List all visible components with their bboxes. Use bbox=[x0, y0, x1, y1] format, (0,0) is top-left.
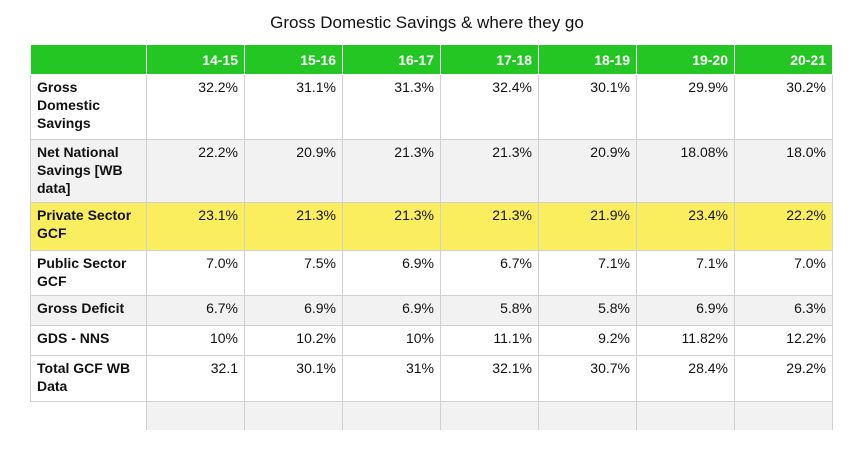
table-cell: 7.0% bbox=[734, 250, 833, 296]
table-cell: 5.8% bbox=[538, 295, 637, 326]
savings-table: 14-15 15-16 16-17 17-18 18-19 19-20 20-2… bbox=[30, 44, 833, 430]
table-row: Total GCF WB Data 32.1 30.1% 31% 32.1% 3… bbox=[30, 355, 833, 402]
table-cell: 21.3% bbox=[440, 202, 539, 251]
column-header: 16-17 bbox=[342, 44, 441, 75]
empty-cell bbox=[146, 401, 245, 430]
table-cell: 28.4% bbox=[636, 355, 735, 402]
row-label: Total GCF WB Data bbox=[30, 355, 147, 402]
table-cell: 31.1% bbox=[244, 74, 343, 140]
table-cell: 29.2% bbox=[734, 355, 833, 402]
table-cell: 29.9% bbox=[636, 74, 735, 140]
row-label: Gross Deficit bbox=[30, 295, 147, 326]
table-cell: 31.3% bbox=[342, 74, 441, 140]
table-cell: 6.9% bbox=[342, 250, 441, 296]
table-cell: 6.9% bbox=[342, 295, 441, 326]
column-header: 15-16 bbox=[244, 44, 343, 75]
table-cell: 30.7% bbox=[538, 355, 637, 402]
table-cell: 30.1% bbox=[244, 355, 343, 402]
empty-row bbox=[30, 401, 833, 430]
table-cell: 23.4% bbox=[636, 202, 735, 251]
row-label: GDS - NNS bbox=[30, 325, 147, 356]
table-cell: 30.2% bbox=[734, 74, 833, 140]
row-label: Net National Savings [WB data] bbox=[30, 139, 147, 203]
table-cell: 7.0% bbox=[146, 250, 245, 296]
header-row: 14-15 15-16 16-17 17-18 18-19 19-20 20-2… bbox=[30, 44, 833, 75]
table-row: Gross Deficit 6.7% 6.9% 6.9% 5.8% 5.8% 6… bbox=[30, 295, 833, 326]
column-header: 17-18 bbox=[440, 44, 539, 75]
chart-title: Gross Domestic Savings & where they go bbox=[270, 13, 584, 32]
table-cell: 11.1% bbox=[440, 325, 539, 356]
table-cell: 21.3% bbox=[244, 202, 343, 251]
table-cell: 21.9% bbox=[538, 202, 637, 251]
table-cell: 31% bbox=[342, 355, 441, 402]
column-header: 19-20 bbox=[636, 44, 735, 75]
table-cell: 20.9% bbox=[244, 139, 343, 203]
column-header: 14-15 bbox=[146, 44, 245, 75]
empty-cell bbox=[342, 401, 441, 430]
table-cell: 10% bbox=[146, 325, 245, 356]
table-cell: 30.1% bbox=[538, 74, 637, 140]
empty-cell bbox=[30, 401, 147, 430]
empty-cell bbox=[440, 401, 539, 430]
table-cell: 22.2% bbox=[146, 139, 245, 203]
table-row: Gross Domestic Savings 32.2% 31.1% 31.3%… bbox=[30, 74, 833, 140]
table-cell: 6.9% bbox=[244, 295, 343, 326]
table-cell: 18.0% bbox=[734, 139, 833, 203]
table-cell: 12.2% bbox=[734, 325, 833, 356]
table-cell: 5.8% bbox=[440, 295, 539, 326]
table-cell: 21.3% bbox=[342, 202, 441, 251]
table-cell: 18.08% bbox=[636, 139, 735, 203]
empty-cell bbox=[734, 401, 833, 430]
table-cell: 32.1 bbox=[146, 355, 245, 402]
empty-cell bbox=[636, 401, 735, 430]
table-row: Net National Savings [WB data] 22.2% 20.… bbox=[30, 139, 833, 203]
table-cell: 21.3% bbox=[440, 139, 539, 203]
row-label: Private Sector GCF bbox=[30, 202, 147, 251]
table-cell: 6.7% bbox=[440, 250, 539, 296]
table-cell: 11.82% bbox=[636, 325, 735, 356]
empty-cell bbox=[538, 401, 637, 430]
header-corner-cell bbox=[30, 44, 147, 75]
table-cell: 23.1% bbox=[146, 202, 245, 251]
table-cell: 6.9% bbox=[636, 295, 735, 326]
table-cell: 32.4% bbox=[440, 74, 539, 140]
table-row: GDS - NNS 10% 10.2% 10% 11.1% 9.2% 11.82… bbox=[30, 325, 833, 356]
table-row: Public Sector GCF 7.0% 7.5% 6.9% 6.7% 7.… bbox=[30, 250, 833, 296]
row-label: Gross Domestic Savings bbox=[30, 74, 147, 140]
table-cell: 10.2% bbox=[244, 325, 343, 356]
table-cell: 9.2% bbox=[538, 325, 637, 356]
table-cell: 7.1% bbox=[636, 250, 735, 296]
column-header: 18-19 bbox=[538, 44, 637, 75]
table-cell: 20.9% bbox=[538, 139, 637, 203]
table-cell: 21.3% bbox=[342, 139, 441, 203]
table-cell: 6.3% bbox=[734, 295, 833, 326]
table-cell: 32.2% bbox=[146, 74, 245, 140]
empty-cell bbox=[244, 401, 343, 430]
table-cell: 10% bbox=[342, 325, 441, 356]
table-cell: 22.2% bbox=[734, 202, 833, 251]
table-row-highlighted: Private Sector GCF 23.1% 21.3% 21.3% 21.… bbox=[30, 202, 833, 251]
table-cell: 32.1% bbox=[440, 355, 539, 402]
table-cell: 7.5% bbox=[244, 250, 343, 296]
table-cell: 7.1% bbox=[538, 250, 637, 296]
row-label: Public Sector GCF bbox=[30, 250, 147, 296]
column-header: 20-21 bbox=[734, 44, 833, 75]
table-cell: 6.7% bbox=[146, 295, 245, 326]
